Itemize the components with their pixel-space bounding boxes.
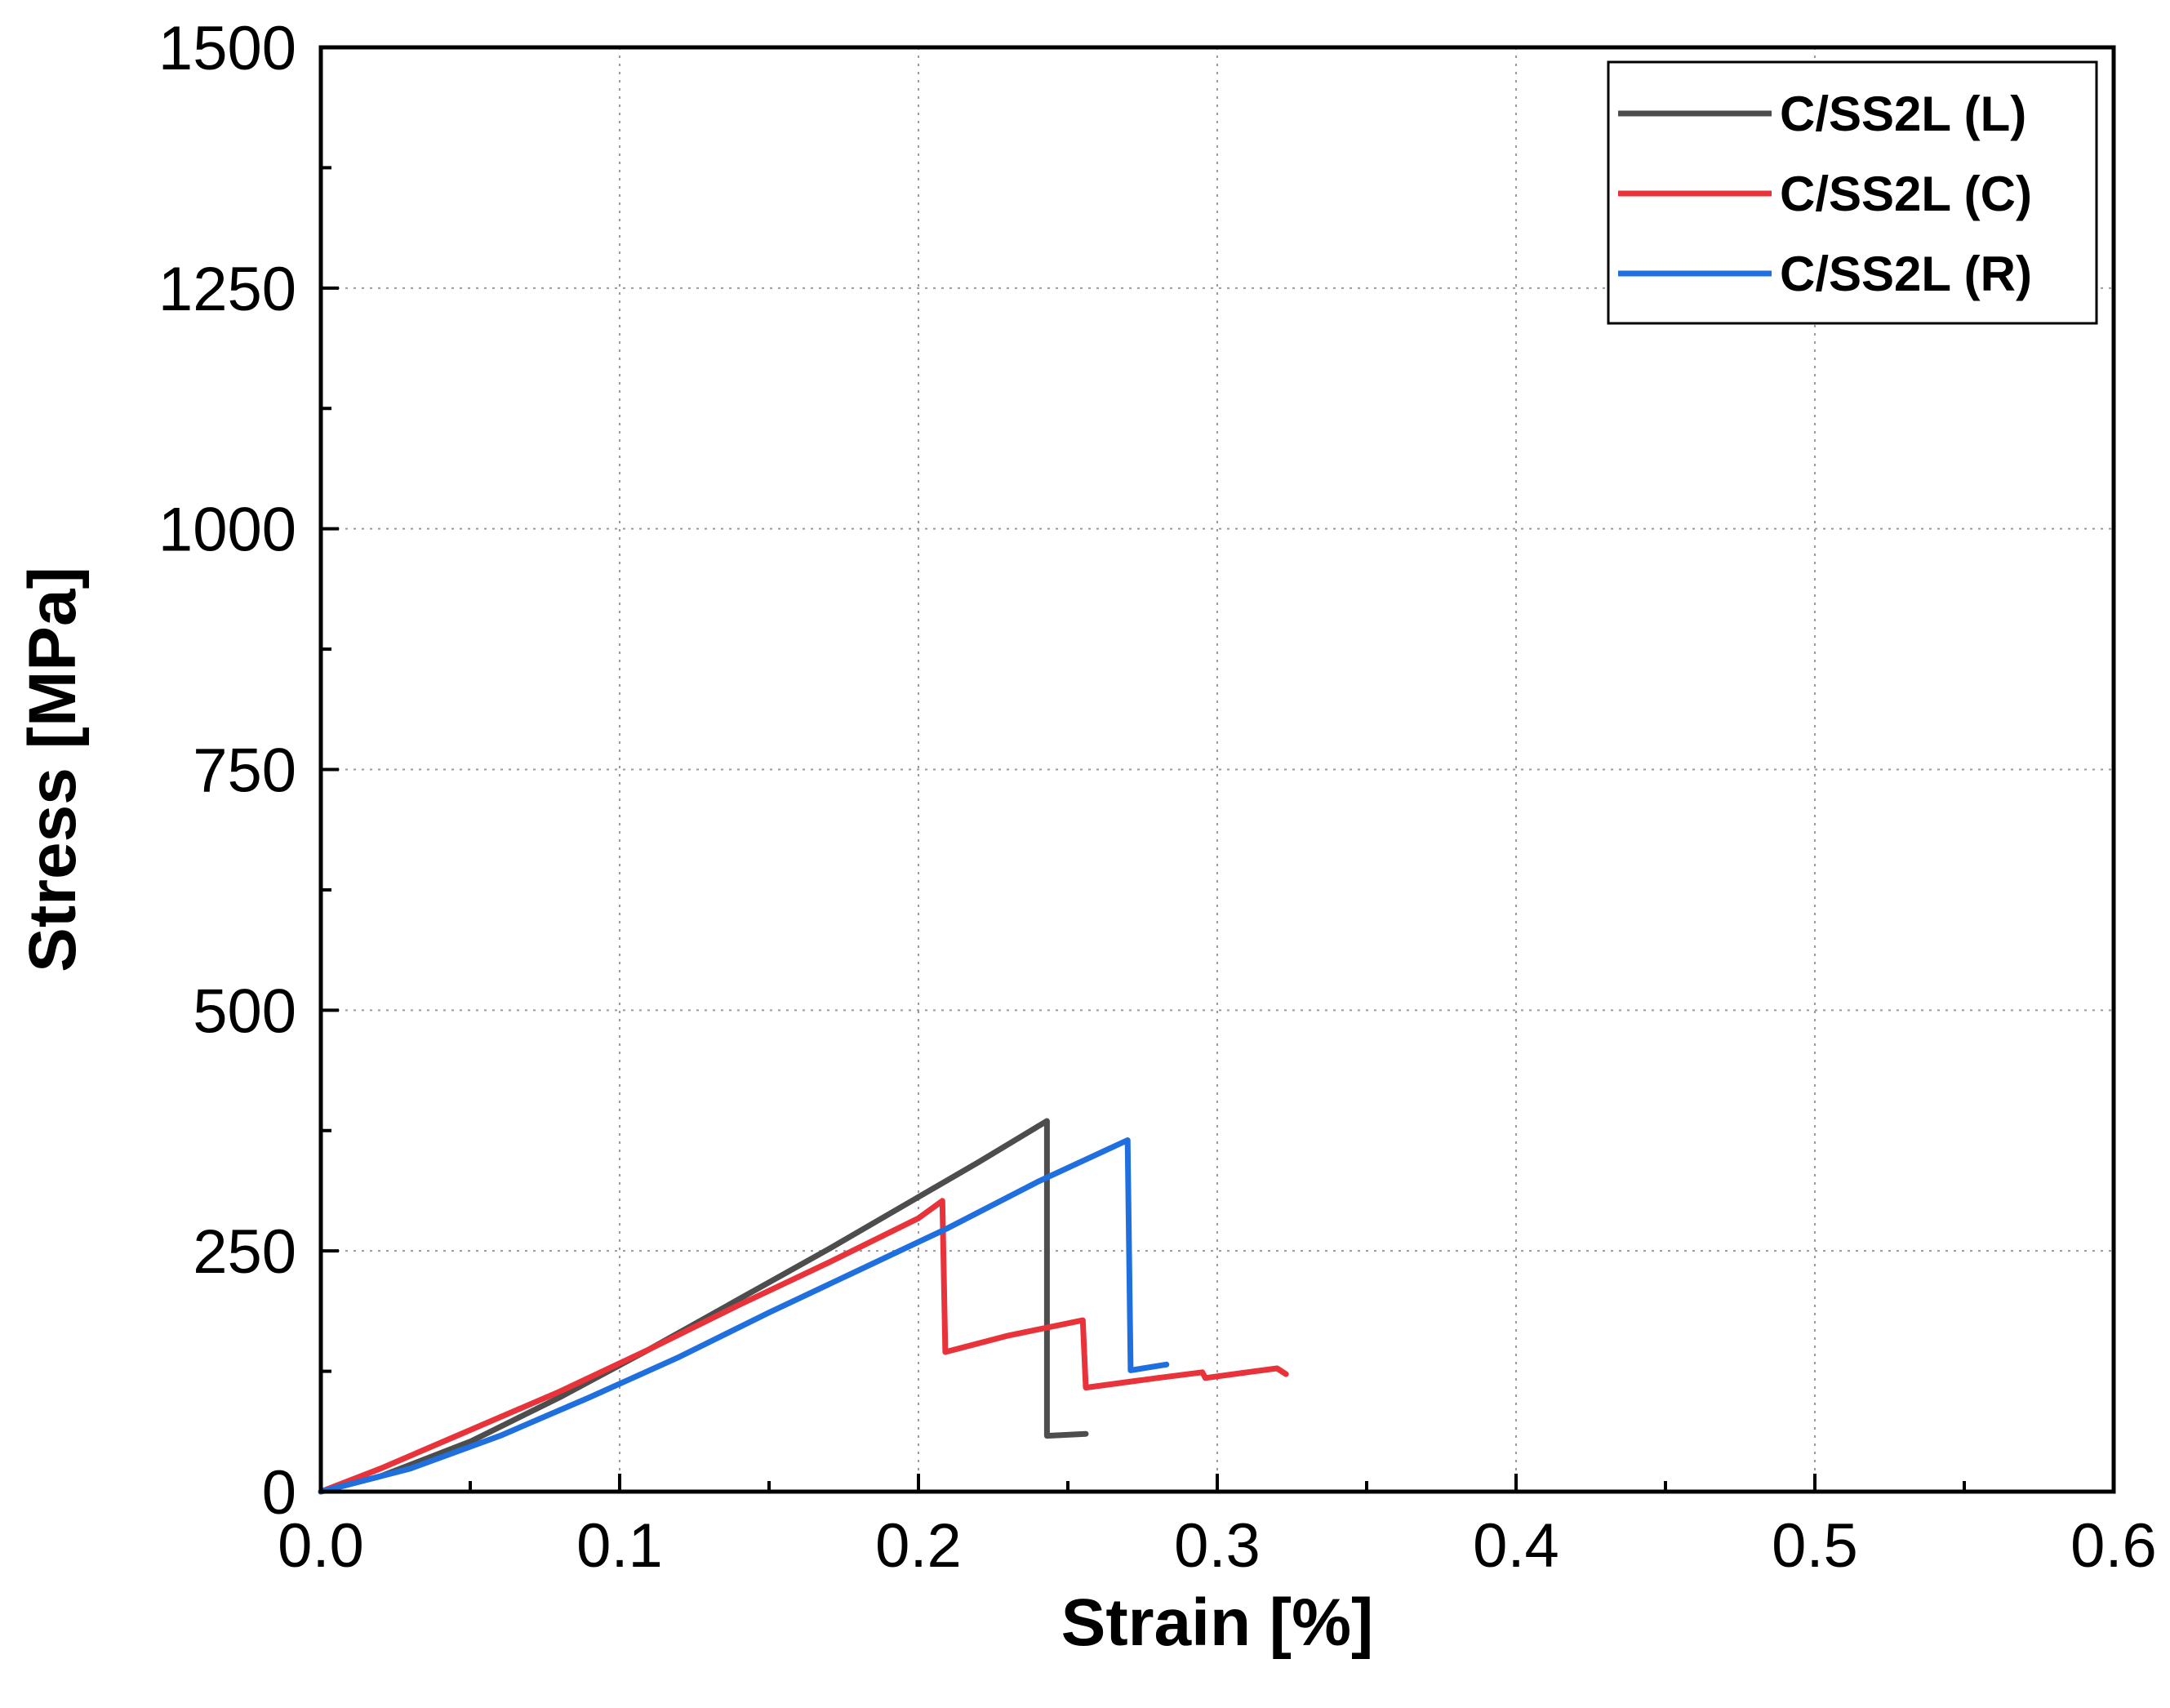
legend-label-2: C/SS2L (R) xyxy=(1780,247,2032,301)
y-tick-label: 0 xyxy=(262,1458,296,1528)
y-tick-label: 250 xyxy=(193,1217,296,1287)
y-tick-label: 1250 xyxy=(158,255,296,324)
x-axis-title: Strain [%] xyxy=(1061,1586,1374,1660)
series-line-1 xyxy=(318,1198,1289,1495)
y-tick-label: 1000 xyxy=(158,496,296,565)
series-lines xyxy=(318,1118,1289,1495)
x-tick-label: 0.4 xyxy=(1473,1511,1559,1581)
legend: C/SS2L (L) C/SS2L (C) C/SS2L (R) xyxy=(1607,60,2098,325)
x-tick-label: 0.5 xyxy=(1772,1511,1858,1581)
y-tick-label: 750 xyxy=(193,736,296,806)
series-line-0 xyxy=(318,1118,1089,1495)
axis-ticks xyxy=(319,46,2115,1493)
x-tick-label: 0.3 xyxy=(1174,1511,1261,1581)
x-tick-label: 0.2 xyxy=(875,1511,962,1581)
x-tick-label: 0.1 xyxy=(576,1511,663,1581)
x-tick-label: 0.6 xyxy=(2070,1511,2157,1581)
legend-label-0: C/SS2L (L) xyxy=(1780,87,2026,141)
x-tick-label: 0.0 xyxy=(278,1511,364,1581)
tick-labels: 0.0 0.1 0.2 0.3 0.4 0.5 0.6 0 250 500 750 1000 1250 1… xyxy=(158,14,2157,1581)
y-tick-label: 1500 xyxy=(158,14,296,83)
legend-label-1: C/SS2L (C) xyxy=(1780,167,2032,221)
series-line-2 xyxy=(318,1137,1170,1495)
y-tick-label: 500 xyxy=(193,976,296,1046)
y-axis-title: Stress [MPa] xyxy=(16,567,90,972)
